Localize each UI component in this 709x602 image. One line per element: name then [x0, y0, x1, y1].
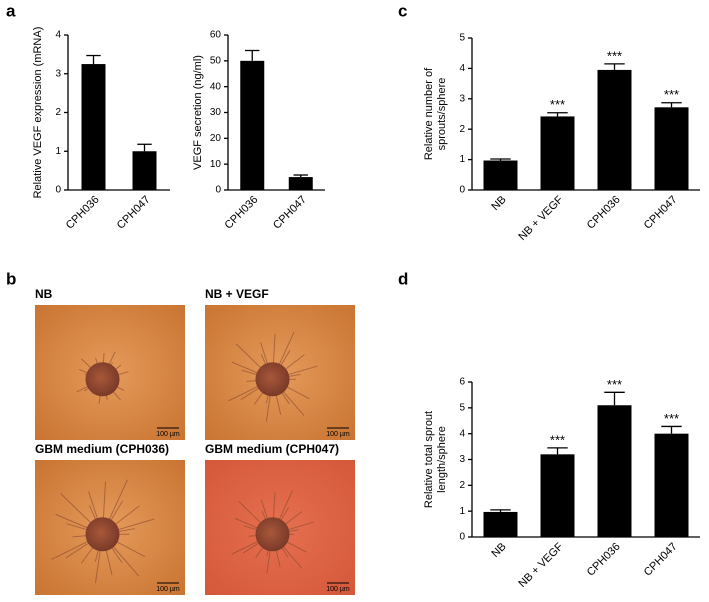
y-tick-label: 0 — [55, 185, 61, 196]
significance-label: *** — [607, 377, 622, 392]
y-tick-label: 4 — [55, 30, 61, 41]
bar — [597, 69, 632, 190]
x-tick-label: CPH047 — [642, 194, 680, 232]
bar — [240, 60, 265, 191]
micrograph: 100 µm — [35, 305, 185, 440]
bar — [540, 454, 575, 537]
micrograph: 100 µm — [35, 460, 185, 595]
x-tick-label: CPH047 — [271, 194, 309, 232]
y-tick-label: 0 — [459, 532, 465, 543]
y-tick-label: 0 — [215, 185, 221, 196]
bar — [654, 107, 689, 190]
y-tick-label: 60 — [210, 30, 222, 41]
y-tick-label: 0 — [459, 185, 465, 196]
y-tick-label: 3 — [459, 93, 465, 104]
bar — [288, 177, 313, 190]
x-tick-label: CPH036 — [585, 194, 623, 232]
y-tick-label: 4 — [459, 63, 465, 74]
y-tick-label: 30 — [210, 107, 222, 118]
y-axis-label: length/sphere — [436, 426, 448, 493]
significance-label: *** — [664, 87, 679, 102]
micrograph: 100 µm — [205, 460, 355, 595]
y-tick-label: 1 — [55, 146, 61, 157]
y-tick-label: 50 — [210, 55, 222, 66]
spheroid — [85, 517, 120, 552]
x-tick-label: CPH036 — [223, 194, 261, 232]
spheroid — [255, 362, 290, 397]
y-axis-label: Relative total sprout — [423, 411, 435, 508]
y-tick-label: 2 — [459, 124, 465, 135]
spheroid — [85, 362, 120, 397]
bar — [483, 511, 518, 537]
image-title: NB + VEGF — [205, 287, 269, 301]
panel-label: b — [6, 269, 16, 288]
scale-bar-label: 100 µm — [156, 586, 180, 593]
x-tick-label: CPH047 — [642, 541, 680, 579]
y-tick-label: 5 — [459, 33, 465, 44]
bar — [483, 160, 518, 190]
panel-label: a — [6, 1, 16, 20]
x-tick-label: NB — [489, 194, 508, 213]
significance-label: *** — [664, 411, 679, 426]
y-tick-label: 1 — [459, 506, 465, 517]
x-tick-label: NB — [489, 541, 508, 560]
spheroid — [255, 517, 290, 552]
bar — [81, 64, 106, 190]
significance-label: *** — [607, 48, 622, 63]
x-tick-label: NB + VEGF — [516, 541, 566, 591]
bar — [540, 116, 575, 190]
bar — [597, 405, 632, 537]
y-axis-label: sprouts/sphere — [436, 78, 448, 151]
y-tick-label: 2 — [55, 107, 61, 118]
significance-label: *** — [550, 97, 565, 112]
y-axis-label: Relative VEGF expression (mRNA) — [32, 27, 44, 199]
bar — [654, 433, 689, 537]
significance-label: *** — [550, 432, 565, 447]
image-title: GBM medium (CPH047) — [205, 442, 339, 456]
y-tick-label: 6 — [459, 377, 465, 388]
micrograph: 100 µm — [205, 305, 355, 440]
y-tick-label: 2 — [459, 480, 465, 491]
y-axis-label: VEGF secretion (ng/ml) — [192, 55, 204, 170]
x-tick-label: CPH036 — [64, 194, 102, 232]
y-tick-label: 4 — [459, 428, 465, 439]
y-tick-label: 40 — [210, 81, 222, 92]
y-tick-label: 20 — [210, 133, 222, 144]
bar — [132, 151, 157, 190]
scale-bar-label: 100 µm — [156, 431, 180, 438]
image-title: NB — [35, 287, 53, 301]
image-title: GBM medium (CPH036) — [35, 442, 169, 456]
panel-label: c — [398, 1, 407, 20]
y-tick-label: 3 — [55, 68, 61, 79]
x-tick-label: CPH047 — [115, 194, 153, 232]
y-tick-label: 10 — [210, 159, 222, 170]
panel-label: d — [398, 269, 408, 288]
y-tick-label: 5 — [459, 402, 465, 413]
x-tick-label: CPH036 — [585, 541, 623, 579]
y-tick-label: 3 — [459, 454, 465, 465]
x-tick-label: NB + VEGF — [516, 194, 566, 244]
scale-bar-label: 100 µm — [326, 431, 350, 438]
y-axis-label: Relative number of — [423, 67, 435, 160]
scale-bar-label: 100 µm — [326, 586, 350, 593]
y-tick-label: 1 — [459, 154, 465, 165]
